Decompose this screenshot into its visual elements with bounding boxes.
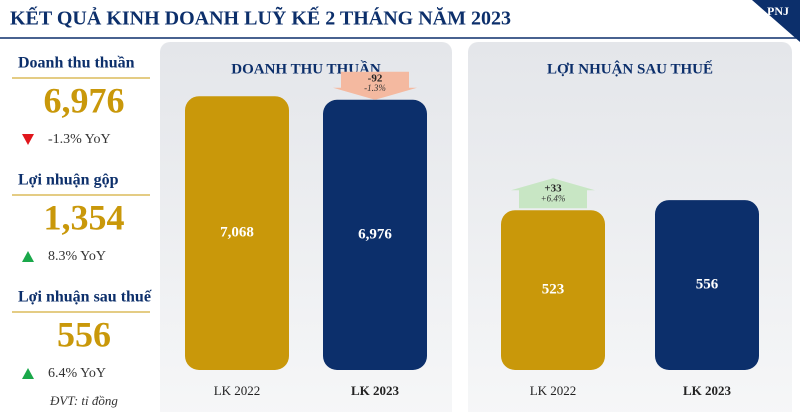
value-label: 556 — [696, 276, 719, 292]
kpi-label: Lợi nhuận sau thuế — [18, 289, 152, 306]
kpi-change: 8.3% YoY — [48, 249, 106, 264]
kpi-label: Lợi nhuận gộp — [18, 172, 119, 189]
change-arrow — [333, 71, 417, 100]
kpi-indicator — [22, 251, 34, 262]
change-label: -92 — [368, 72, 383, 84]
kpi-value: 6,976 — [44, 80, 125, 120]
x-tick-label: LK 2023 — [351, 383, 400, 398]
change-arrow — [511, 178, 595, 209]
change-percent-label: +6.4% — [541, 193, 566, 203]
x-tick-label: LK 2022 — [214, 383, 261, 398]
value-label: 523 — [542, 282, 565, 298]
kpi-label: Doanh thu thuần — [18, 55, 135, 72]
bar — [655, 200, 759, 370]
kpi-value: 556 — [57, 314, 111, 354]
bar — [323, 99, 427, 370]
change-label: +33 — [544, 183, 562, 195]
bar — [185, 96, 289, 370]
kpi-value: 1,354 — [44, 197, 125, 237]
kpi-change: 6.4% YoY — [48, 366, 106, 381]
value-label: 7,068 — [220, 225, 254, 241]
logo-bg — [752, 0, 800, 42]
x-tick-label: LK 2022 — [530, 383, 577, 398]
kpi-change: -1.3% YoY — [48, 132, 111, 147]
kpi-indicator — [22, 368, 34, 379]
unit-note: ĐVT: tỉ đồng — [49, 393, 118, 408]
logo: PNJ — [767, 4, 789, 18]
chart-title: LỢI NHUẬN SAU THUẾ — [547, 60, 713, 77]
value-label: 6,976 — [358, 226, 392, 242]
change-percent-label: -1.3% — [364, 83, 386, 93]
bar — [501, 210, 605, 370]
page-title: KẾT QUẢ KINH DOANH LUỸ KẾ 2 THÁNG NĂM 20… — [10, 6, 511, 30]
kpi-indicator — [22, 134, 34, 145]
x-tick-label: LK 2023 — [683, 383, 732, 398]
